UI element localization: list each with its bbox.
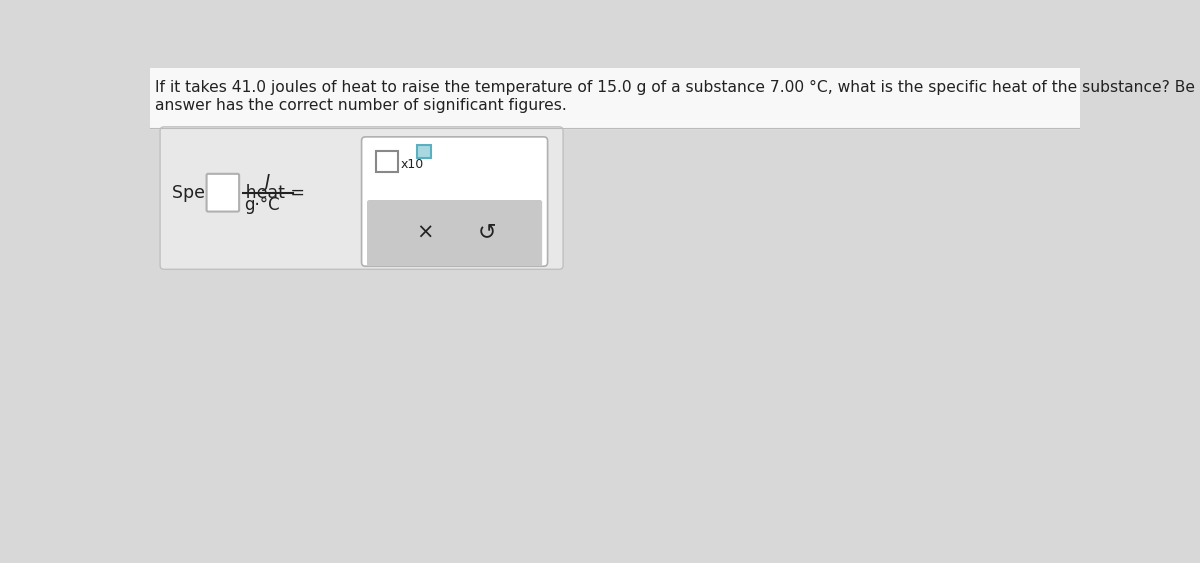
Text: x10: x10	[401, 158, 425, 171]
Bar	[370, 202, 540, 260]
Text: ↺: ↺	[478, 222, 497, 242]
Bar	[150, 68, 1080, 128]
Text: If it takes 41.0 joules of heat to raise the temperature of 15.0 g of a substanc: If it takes 41.0 joules of heat to raise…	[156, 80, 1200, 95]
FancyBboxPatch shape	[377, 151, 398, 172]
FancyBboxPatch shape	[160, 127, 563, 269]
Text: answer has the correct number of significant figures.: answer has the correct number of signifi…	[156, 99, 568, 113]
FancyBboxPatch shape	[361, 137, 547, 266]
Text: ×: ×	[416, 222, 434, 242]
FancyBboxPatch shape	[367, 200, 542, 266]
FancyBboxPatch shape	[206, 174, 239, 212]
Bar	[150, 68, 1080, 131]
FancyBboxPatch shape	[416, 145, 431, 158]
Text: g·°C: g·°C	[245, 195, 280, 213]
Text: J: J	[265, 172, 270, 190]
Text: Specific heat =: Specific heat =	[172, 184, 305, 202]
